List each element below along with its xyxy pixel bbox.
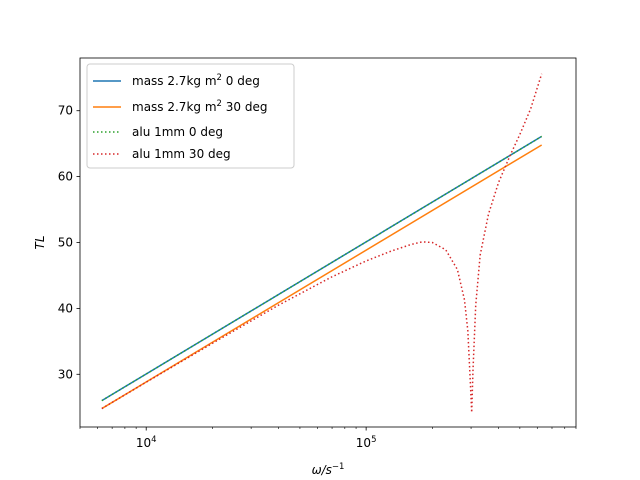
legend-label-0: mass 2.7kg m2 0 deg [132,73,260,88]
x-axis-label-base: ω/s [312,463,332,477]
legend-label-1: mass 2.7kg m2 30 deg [132,99,267,114]
series-line-3 [101,73,543,414]
series-line-2 [101,135,543,402]
x-axis-ticks: 104 105 [79,427,577,450]
legend: mass 2.7kg m2 0 deg mass 2.7kg m2 30 deg a… [86,63,295,169]
legend-box [86,63,295,169]
y-tick-label: 70 [58,104,73,118]
legend-label-2: alu 1mm 0 deg [132,125,223,139]
y-tick-label: 30 [58,367,73,381]
x-axis-label: ω/s−1 [312,462,345,477]
legend-label-3: alu 1mm 30 deg [132,147,231,161]
x-tick-label: 105 [356,435,377,450]
y-axis-ticks: 30 40 50 60 70 [58,104,80,381]
x-tick-label: 104 [136,435,157,450]
series-lines [101,73,543,414]
y-axis-label: TL [33,235,47,249]
x-axis-label-sup: −1 [332,462,345,472]
y-tick-label: 60 [58,170,73,184]
y-tick-label: 40 [58,301,73,315]
y-tick-label: 50 [58,236,73,250]
